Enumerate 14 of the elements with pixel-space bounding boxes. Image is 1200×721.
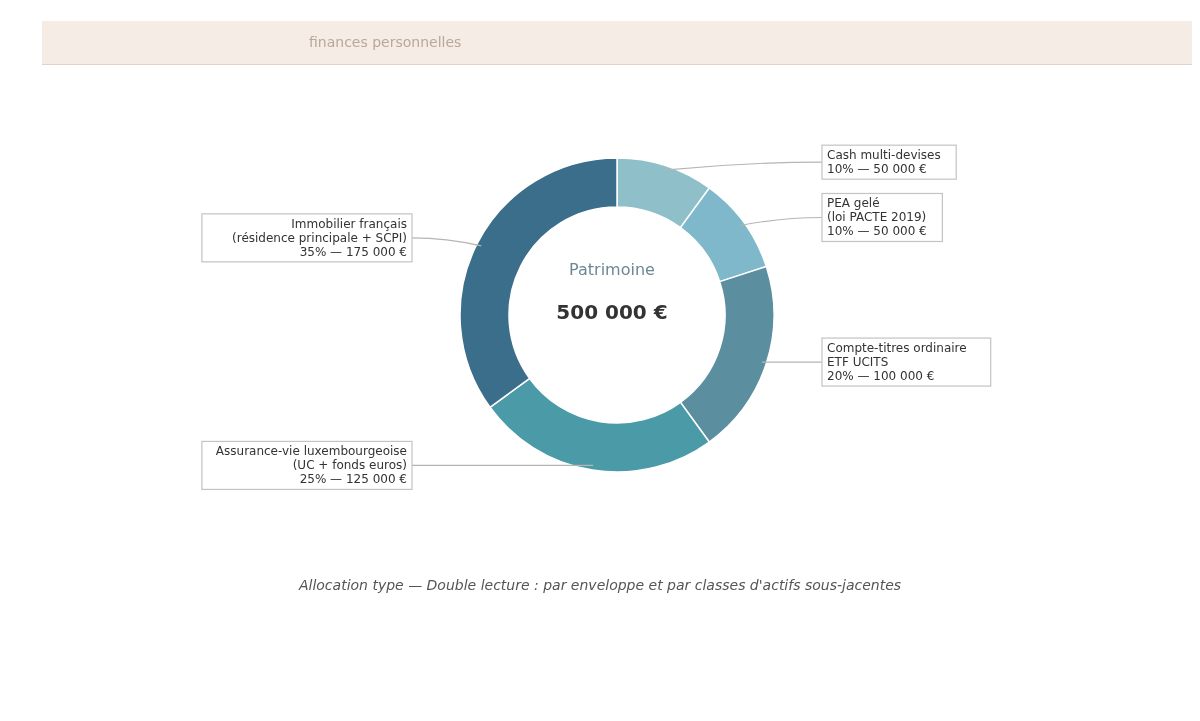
data-label: 25% — 125 000 € xyxy=(299,472,407,487)
data-label: 35% — 175 000 € xyxy=(299,244,407,259)
text: Patrimoine xyxy=(568,260,656,279)
chart-subtitle: finances personnelles xyxy=(309,34,462,50)
data-label: 20% — 100 000 € xyxy=(827,369,935,384)
slice-label: Compte-titres ordinaire ETF UCITS xyxy=(827,341,967,370)
text: Allocation type — Double lecture : par enveloppe et par classes d'actifs sous-jacentes xyxy=(297,577,903,593)
slice-label: Immobilier français (résidence principale + SCPI) xyxy=(232,216,407,245)
text: 500 000 € xyxy=(555,300,669,324)
slice-label: Cash multi-devises xyxy=(827,148,941,163)
data-label: 10% — 50 000 € xyxy=(827,224,927,239)
slice-label: PEA gelé (loi PACTE 2019) xyxy=(827,196,927,225)
data-label: 10% — 50 000 € xyxy=(827,162,927,177)
slice-label: Assurance-vie luxembourgeoise (UC + fonds euros) xyxy=(215,444,407,473)
